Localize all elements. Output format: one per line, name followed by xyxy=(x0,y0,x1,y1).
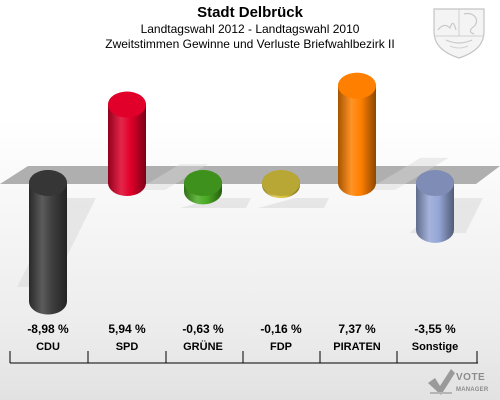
value-label: 7,37 % xyxy=(338,322,376,336)
bar-cap-GRÜNE xyxy=(184,170,222,196)
category-label: FDP xyxy=(270,341,292,353)
vote-manager-logo: VOTE MANAGER xyxy=(426,366,500,400)
value-label: 5,94 % xyxy=(108,322,146,336)
category-label: Sonstige xyxy=(412,341,458,353)
bar-cap-FDP xyxy=(262,170,300,196)
value-label: -0,63 % xyxy=(182,322,224,336)
category-label: CDU xyxy=(36,341,60,353)
value-label: -0,16 % xyxy=(260,322,302,336)
bar-cap-SPD xyxy=(108,91,146,118)
bar-shadow xyxy=(367,157,449,190)
chart-subtitle: Landtagswahl 2012 - Landtagswahl 2010 xyxy=(140,22,360,36)
nrw-coat-of-arms-icon xyxy=(433,8,485,59)
chart-subtitle-2: Zweitstimmen Gewinne und Verluste Briefw… xyxy=(105,37,395,51)
category-label: PIRATEN xyxy=(333,341,381,353)
bar-shadow xyxy=(258,198,329,208)
value-label: -3,55 % xyxy=(414,322,456,336)
vote-checkmark-icon xyxy=(428,369,455,395)
bar-PIRATEN xyxy=(338,72,376,196)
logo-manager-text: MANAGER xyxy=(456,387,489,393)
chart-title: Stadt Delbrück xyxy=(197,4,303,21)
bar-shadow xyxy=(137,164,209,190)
bar-cap-Sonstige xyxy=(416,170,454,196)
value-label: -8,98 % xyxy=(27,322,69,336)
category-label: SPD xyxy=(116,341,139,353)
logo-vote-text: VOTE xyxy=(456,372,486,383)
bar-SPD xyxy=(108,91,146,196)
category-label: GRÜNE xyxy=(183,340,223,353)
chart-titles: Stadt Delbrück Landtagswahl 2012 - Landt… xyxy=(0,4,500,52)
bar-cap-PIRATEN xyxy=(338,72,376,99)
bar-cap-CDU xyxy=(29,170,67,196)
bar-CDU xyxy=(29,170,67,315)
bar-shadow xyxy=(180,198,251,208)
